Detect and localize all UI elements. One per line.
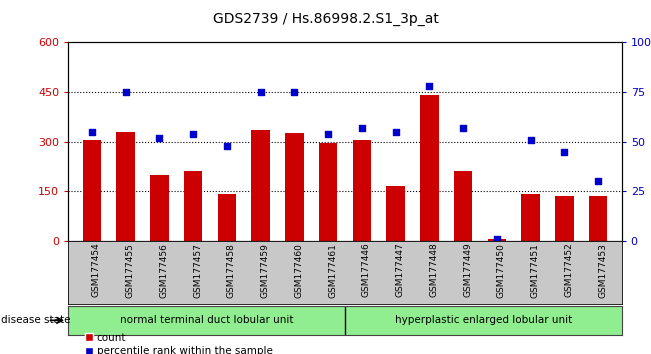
Point	[120, 89, 131, 95]
Point	[492, 236, 502, 241]
Text: GDS2739 / Hs.86998.2.S1_3p_at: GDS2739 / Hs.86998.2.S1_3p_at	[213, 12, 438, 27]
Text: GSM177453: GSM177453	[598, 242, 607, 297]
Bar	[589, 196, 607, 241]
Point	[87, 129, 97, 135]
Point	[188, 131, 199, 137]
Text: GSM177454: GSM177454	[92, 242, 101, 297]
Point	[222, 143, 232, 148]
Text: GSM177458: GSM177458	[227, 242, 236, 297]
Bar	[150, 175, 169, 241]
Bar	[319, 143, 337, 241]
Text: GSM177449: GSM177449	[463, 242, 472, 297]
Bar	[83, 140, 102, 241]
Bar	[353, 140, 371, 241]
Bar	[488, 239, 506, 241]
Text: hyperplastic enlarged lobular unit: hyperplastic enlarged lobular unit	[395, 315, 572, 325]
Text: GSM177456: GSM177456	[159, 242, 169, 297]
Text: GSM177452: GSM177452	[564, 242, 574, 297]
Point	[559, 149, 570, 154]
Bar	[454, 171, 473, 241]
Point	[255, 89, 266, 95]
Point	[289, 89, 299, 95]
Bar	[386, 186, 405, 241]
Point	[424, 83, 435, 89]
Point	[458, 125, 468, 131]
Bar	[117, 132, 135, 241]
Point	[593, 178, 603, 184]
Bar	[184, 171, 202, 241]
Bar	[251, 130, 270, 241]
Text: GSM177451: GSM177451	[531, 242, 540, 297]
Bar	[521, 194, 540, 241]
Bar	[420, 95, 439, 241]
Bar	[217, 194, 236, 241]
Point	[154, 135, 165, 141]
Text: GSM177460: GSM177460	[294, 242, 303, 297]
Text: GSM177459: GSM177459	[260, 242, 270, 297]
Point	[391, 129, 401, 135]
Text: GSM177448: GSM177448	[430, 242, 438, 297]
Text: disease state: disease state	[1, 315, 71, 325]
Point	[323, 131, 333, 137]
Text: GSM177450: GSM177450	[497, 242, 506, 297]
Text: GSM177446: GSM177446	[362, 242, 371, 297]
Legend: count, percentile rank within the sample: count, percentile rank within the sample	[80, 329, 277, 354]
Text: GSM177455: GSM177455	[126, 242, 135, 297]
Text: GSM177461: GSM177461	[328, 242, 337, 297]
Bar	[555, 196, 574, 241]
Text: GSM177457: GSM177457	[193, 242, 202, 297]
Bar	[285, 133, 304, 241]
Text: normal terminal duct lobular unit: normal terminal duct lobular unit	[120, 315, 294, 325]
Point	[357, 125, 367, 131]
Text: GSM177447: GSM177447	[396, 242, 405, 297]
Point	[525, 137, 536, 142]
